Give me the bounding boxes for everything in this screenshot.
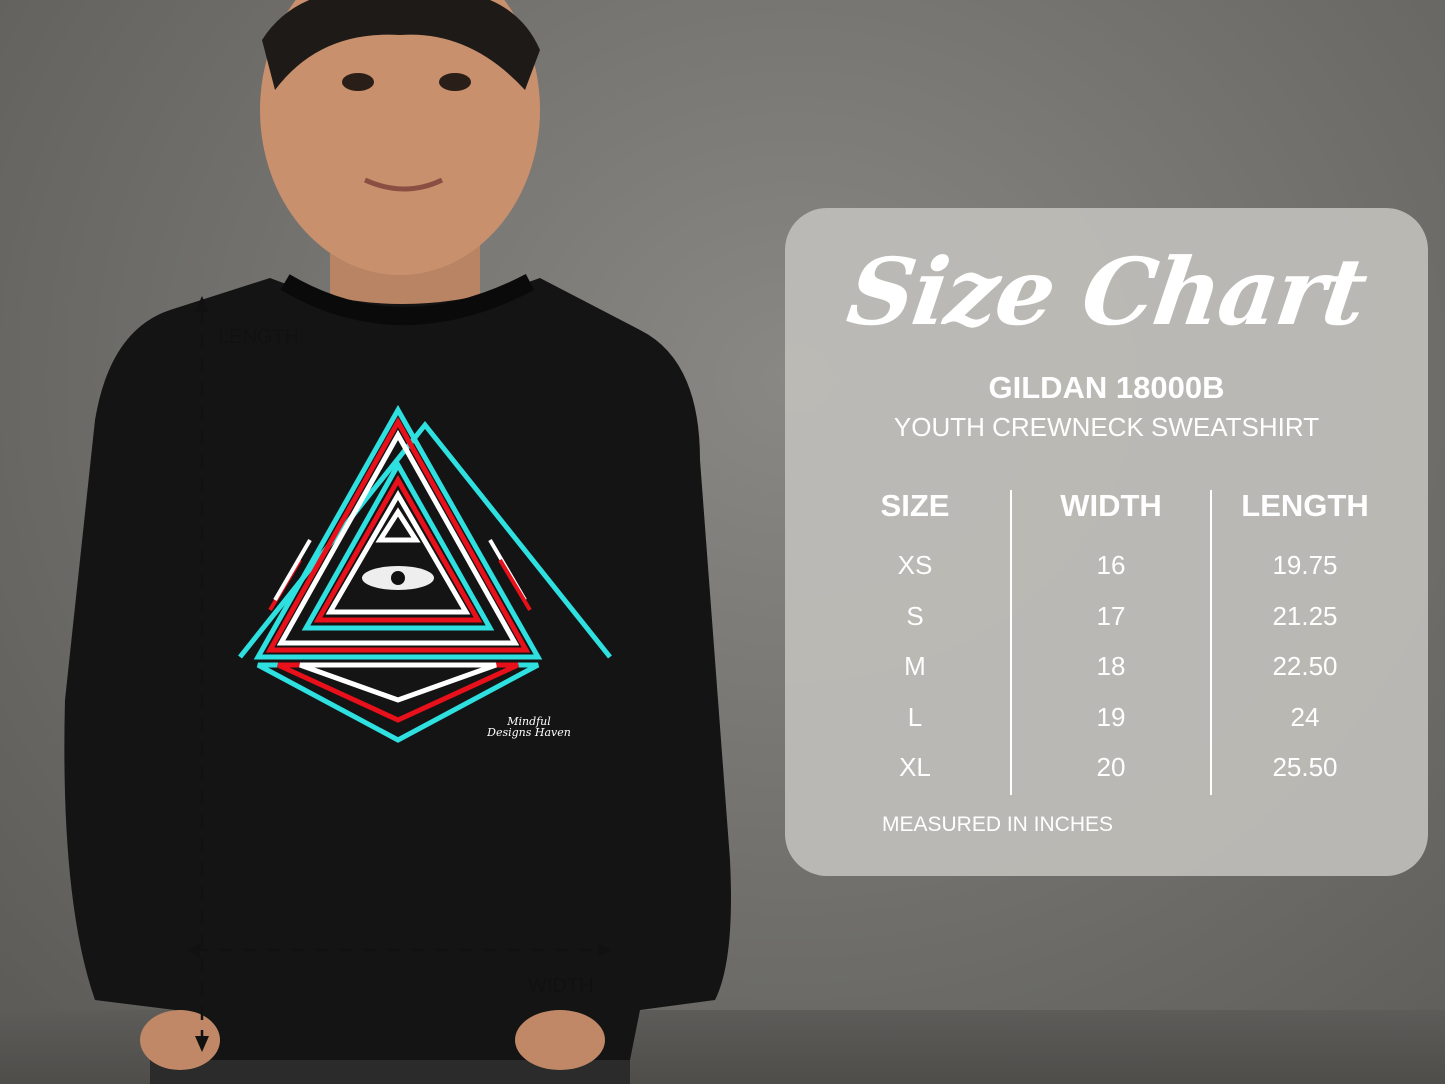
arrow-up-icon — [195, 296, 209, 312]
table-cell: 18 — [1096, 651, 1126, 681]
length-column: LENGTH 19.75 21.25 22.50 24 25.50 — [1205, 488, 1405, 803]
table-cell: S — [906, 600, 924, 631]
table-cell: 25.50 — [1272, 752, 1338, 782]
column-divider — [1010, 490, 1012, 795]
table-cell: M — [904, 651, 926, 681]
column-header: WIDTH — [1060, 488, 1162, 523]
table-cell: 19.75 — [1272, 550, 1338, 580]
pyramid-eye-graphic — [238, 404, 612, 743]
brand-model: GILDAN 18000B — [988, 370, 1225, 405]
print-logo: Mindful Designs Haven — [487, 715, 571, 739]
table-cell: 24 — [1290, 701, 1320, 732]
table-cell: L — [907, 701, 923, 732]
units-note: MEASURED IN INCHES — [882, 813, 1114, 836]
width-column: WIDTH 16 17 18 19 20 — [1011, 488, 1211, 803]
length-label: LENGTH — [218, 326, 300, 348]
column-header: SIZE — [880, 488, 950, 523]
measure-lines — [195, 310, 600, 1050]
table-cell: XS — [897, 550, 933, 580]
hair — [262, 0, 540, 90]
size-column: SIZE XS S M L XL — [815, 488, 1015, 803]
arrow-left-icon — [186, 943, 200, 957]
sweatshirt — [64, 278, 731, 1060]
arrow-right-icon — [598, 943, 612, 957]
table-cell: XL — [899, 752, 931, 782]
column-divider — [1210, 490, 1212, 795]
width-label: WIDTH — [528, 975, 594, 997]
arrow-down-icon — [195, 1036, 209, 1052]
table-cell: 21.25 — [1272, 600, 1338, 631]
face — [260, 0, 540, 275]
product-name: YOUTH CREWNECK SWEATSHIRT — [893, 412, 1320, 442]
table-cell: 16 — [1096, 550, 1126, 580]
column-header: LENGTH — [1241, 488, 1369, 523]
table-cell: 20 — [1096, 752, 1126, 782]
size-chart-panel: Size Chart GILDAN 18000B YOUTH CREWNECK … — [785, 208, 1428, 876]
table-cell: 19 — [1096, 701, 1126, 732]
table-cell: 22.50 — [1272, 651, 1338, 681]
table-cell: 17 — [1096, 600, 1126, 631]
chart-title: Size Chart — [841, 238, 1372, 346]
